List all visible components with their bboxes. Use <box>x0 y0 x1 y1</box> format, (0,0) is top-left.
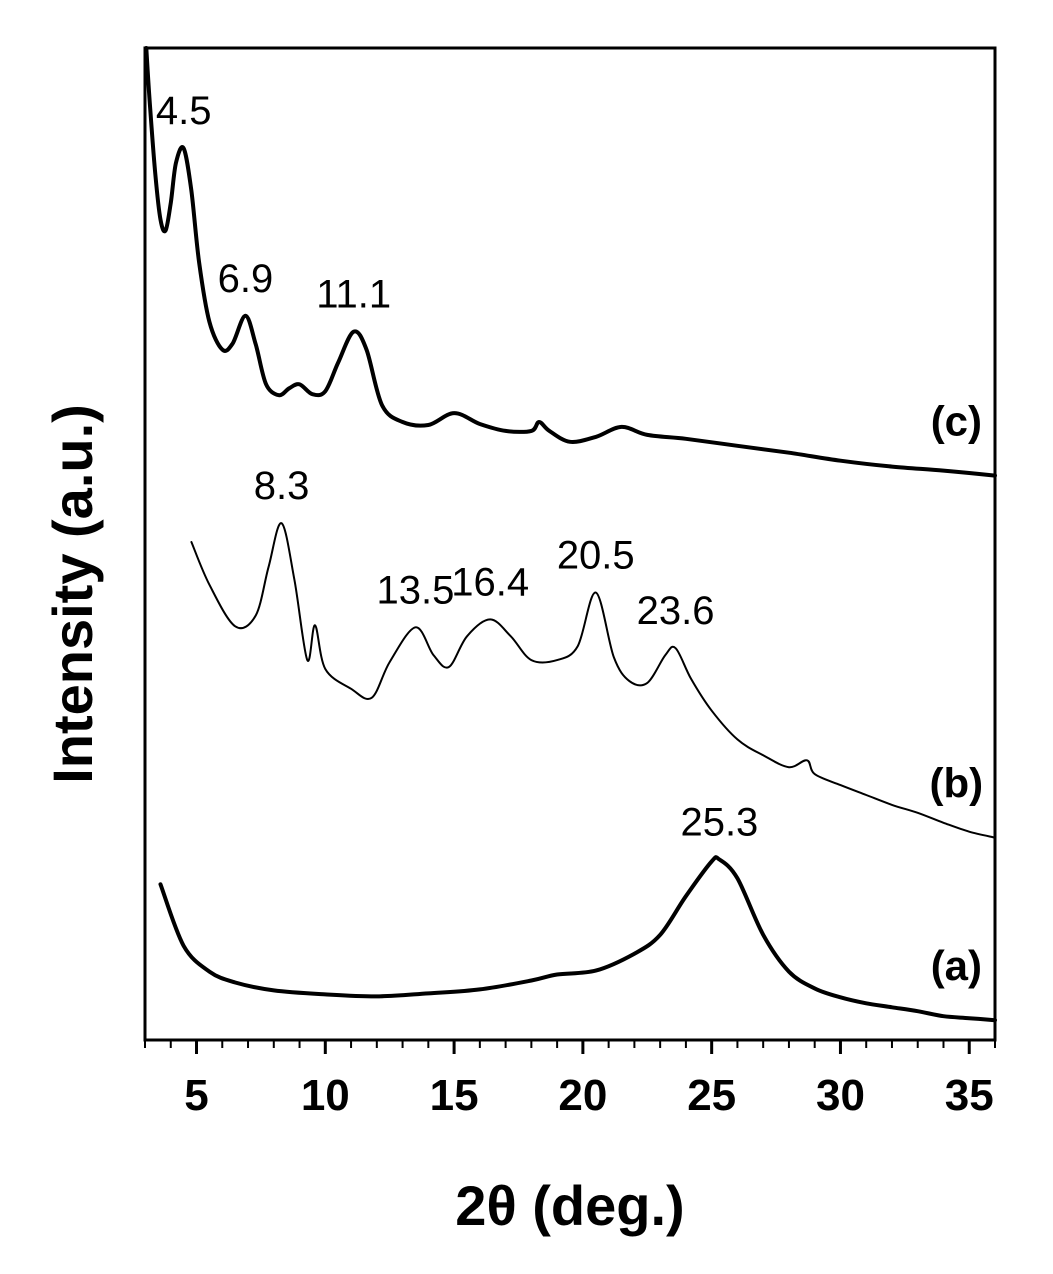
curve-a <box>158 855 997 1023</box>
peak-label: 25.3 <box>680 800 758 844</box>
curve-label: (a) <box>931 942 982 989</box>
x-tick-label: 5 <box>184 1071 208 1120</box>
curve-b <box>190 522 996 839</box>
x-tick-label: 35 <box>945 1071 994 1120</box>
x-tick-label: 10 <box>301 1071 350 1120</box>
peak-label: 23.6 <box>637 589 715 633</box>
curve-labels: (a) (b) (c) <box>930 398 984 990</box>
x-tick-label: 15 <box>430 1071 479 1120</box>
peak-label: 16.4 <box>451 560 529 604</box>
peak-labels: 25.3 8.3 13.516.4 20.523.6 4.5 6.9 11.1 <box>156 89 758 844</box>
y-axis-title: Intensity (a.u.) <box>41 404 104 784</box>
peak-label: 20.5 <box>557 534 635 578</box>
peak-label: 4.5 <box>156 89 212 133</box>
x-axis-tick-labels: 5 10 15 20 25 30 35 <box>184 1071 993 1120</box>
x-tick-label: 20 <box>558 1071 607 1120</box>
diffraction-curves <box>144 46 997 1023</box>
peak-label: 6.9 <box>218 257 274 301</box>
x-tick-label: 30 <box>816 1071 865 1120</box>
x-axis-ticks <box>144 1040 996 1054</box>
x-axis-title: 2θ (deg.) <box>455 1174 684 1237</box>
curve-c <box>144 46 997 478</box>
curve-label: (b) <box>930 760 984 807</box>
curve-label: (c) <box>931 398 982 445</box>
x-tick-label: 25 <box>687 1071 736 1120</box>
plot-area: 5 10 15 20 25 30 35 25.3 8.3 13.516.4 20.523.6 4.5… <box>143 46 997 1120</box>
plot-frame <box>143 46 997 1042</box>
peak-label: 11.1 <box>316 273 391 317</box>
peak-label: 8.3 <box>254 464 310 508</box>
peak-label: 13.5 <box>377 568 455 612</box>
